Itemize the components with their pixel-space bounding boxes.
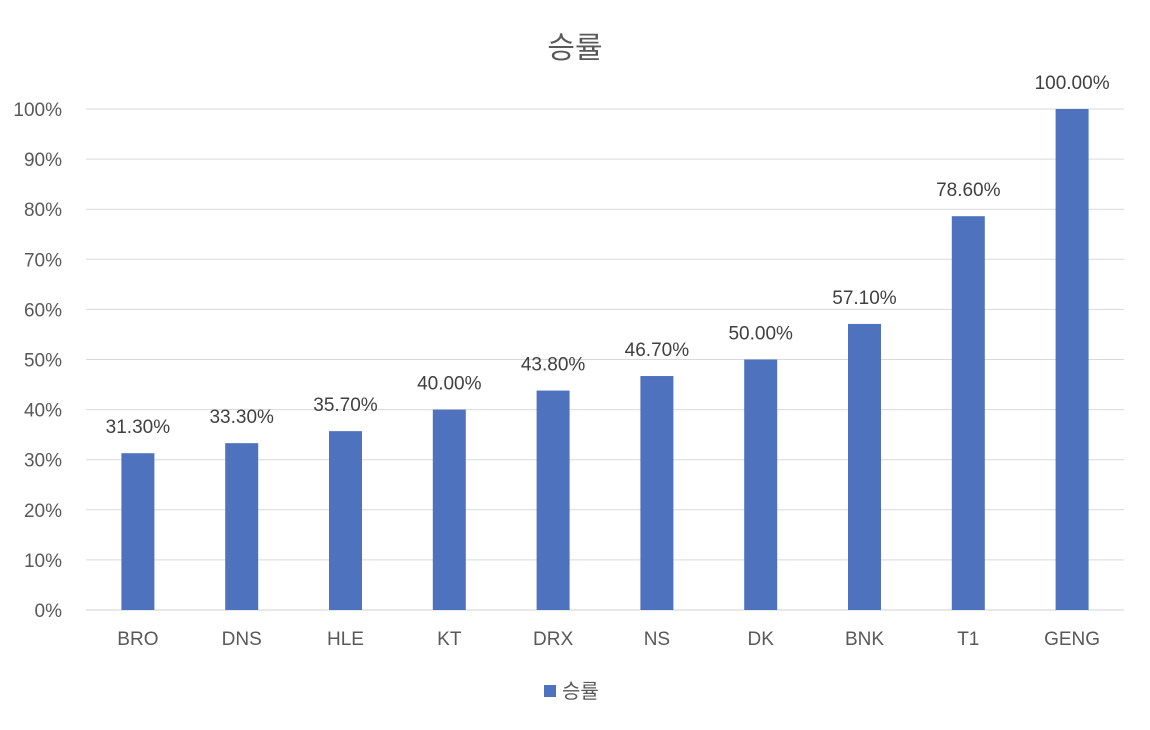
y-tick-label: 70% [24,250,62,271]
bar [536,390,570,610]
x-category-label: DNS [222,629,262,650]
y-tick-label: 80% [24,200,62,221]
y-tick-label: 60% [24,300,62,321]
y-tick-label: 100% [13,100,62,121]
x-category-label: DK [747,629,774,650]
data-label: 46.70% [625,340,690,361]
data-label: 33.30% [209,407,274,428]
y-tick-label: 40% [24,401,62,422]
bar [432,409,466,610]
x-category-label: BRO [117,629,158,650]
data-label: 35.70% [313,395,378,416]
bar [744,359,778,610]
x-category-label: KT [437,629,462,650]
legend-swatch [544,685,556,697]
data-label: 100.00% [1035,73,1110,94]
bar [121,453,155,610]
data-label: 57.10% [832,288,897,309]
bar [951,216,985,611]
gridlines [86,108,1124,611]
legend: 승률 [544,679,599,703]
x-category-label: HLE [327,629,364,650]
data-label: 31.30% [106,417,171,438]
y-tick-label: 20% [24,501,62,522]
bar [1055,109,1089,610]
y-tick-label: 30% [24,451,62,472]
y-tick-label: 50% [24,351,62,372]
data-labels: 31.30% 33.30% 35.70% 40.00% 43.80% 46.70% 50.0… [106,73,1110,438]
data-label: 43.80% [521,355,586,376]
data-label: 78.60% [936,180,1001,201]
y-tick-label: 0% [35,601,63,622]
bar [848,323,881,610]
x-axis-categories: BRO DNS HLE KT DRX NS DK BNK T1 GENG [117,629,1100,650]
data-label: 50.00% [728,324,793,345]
bar [329,431,362,610]
y-tick-label: 10% [24,551,62,572]
data-label: 40.00% [417,374,482,395]
x-category-label: GENG [1044,629,1100,650]
bar [640,376,674,610]
legend-label: 승률 [562,679,599,703]
y-tick-label: 90% [24,150,62,171]
y-axis-ticks: 0% 10% 20% 30% 40% 50% 60% 70% 80% 90% 100% [13,100,62,622]
x-category-label: DRX [533,629,573,650]
x-category-label: BNK [845,629,884,650]
bar [225,443,259,610]
chart-title: 승률 [547,31,602,66]
bars [121,109,1089,611]
x-category-label: T1 [957,629,979,650]
x-category-label: NS [644,629,670,650]
